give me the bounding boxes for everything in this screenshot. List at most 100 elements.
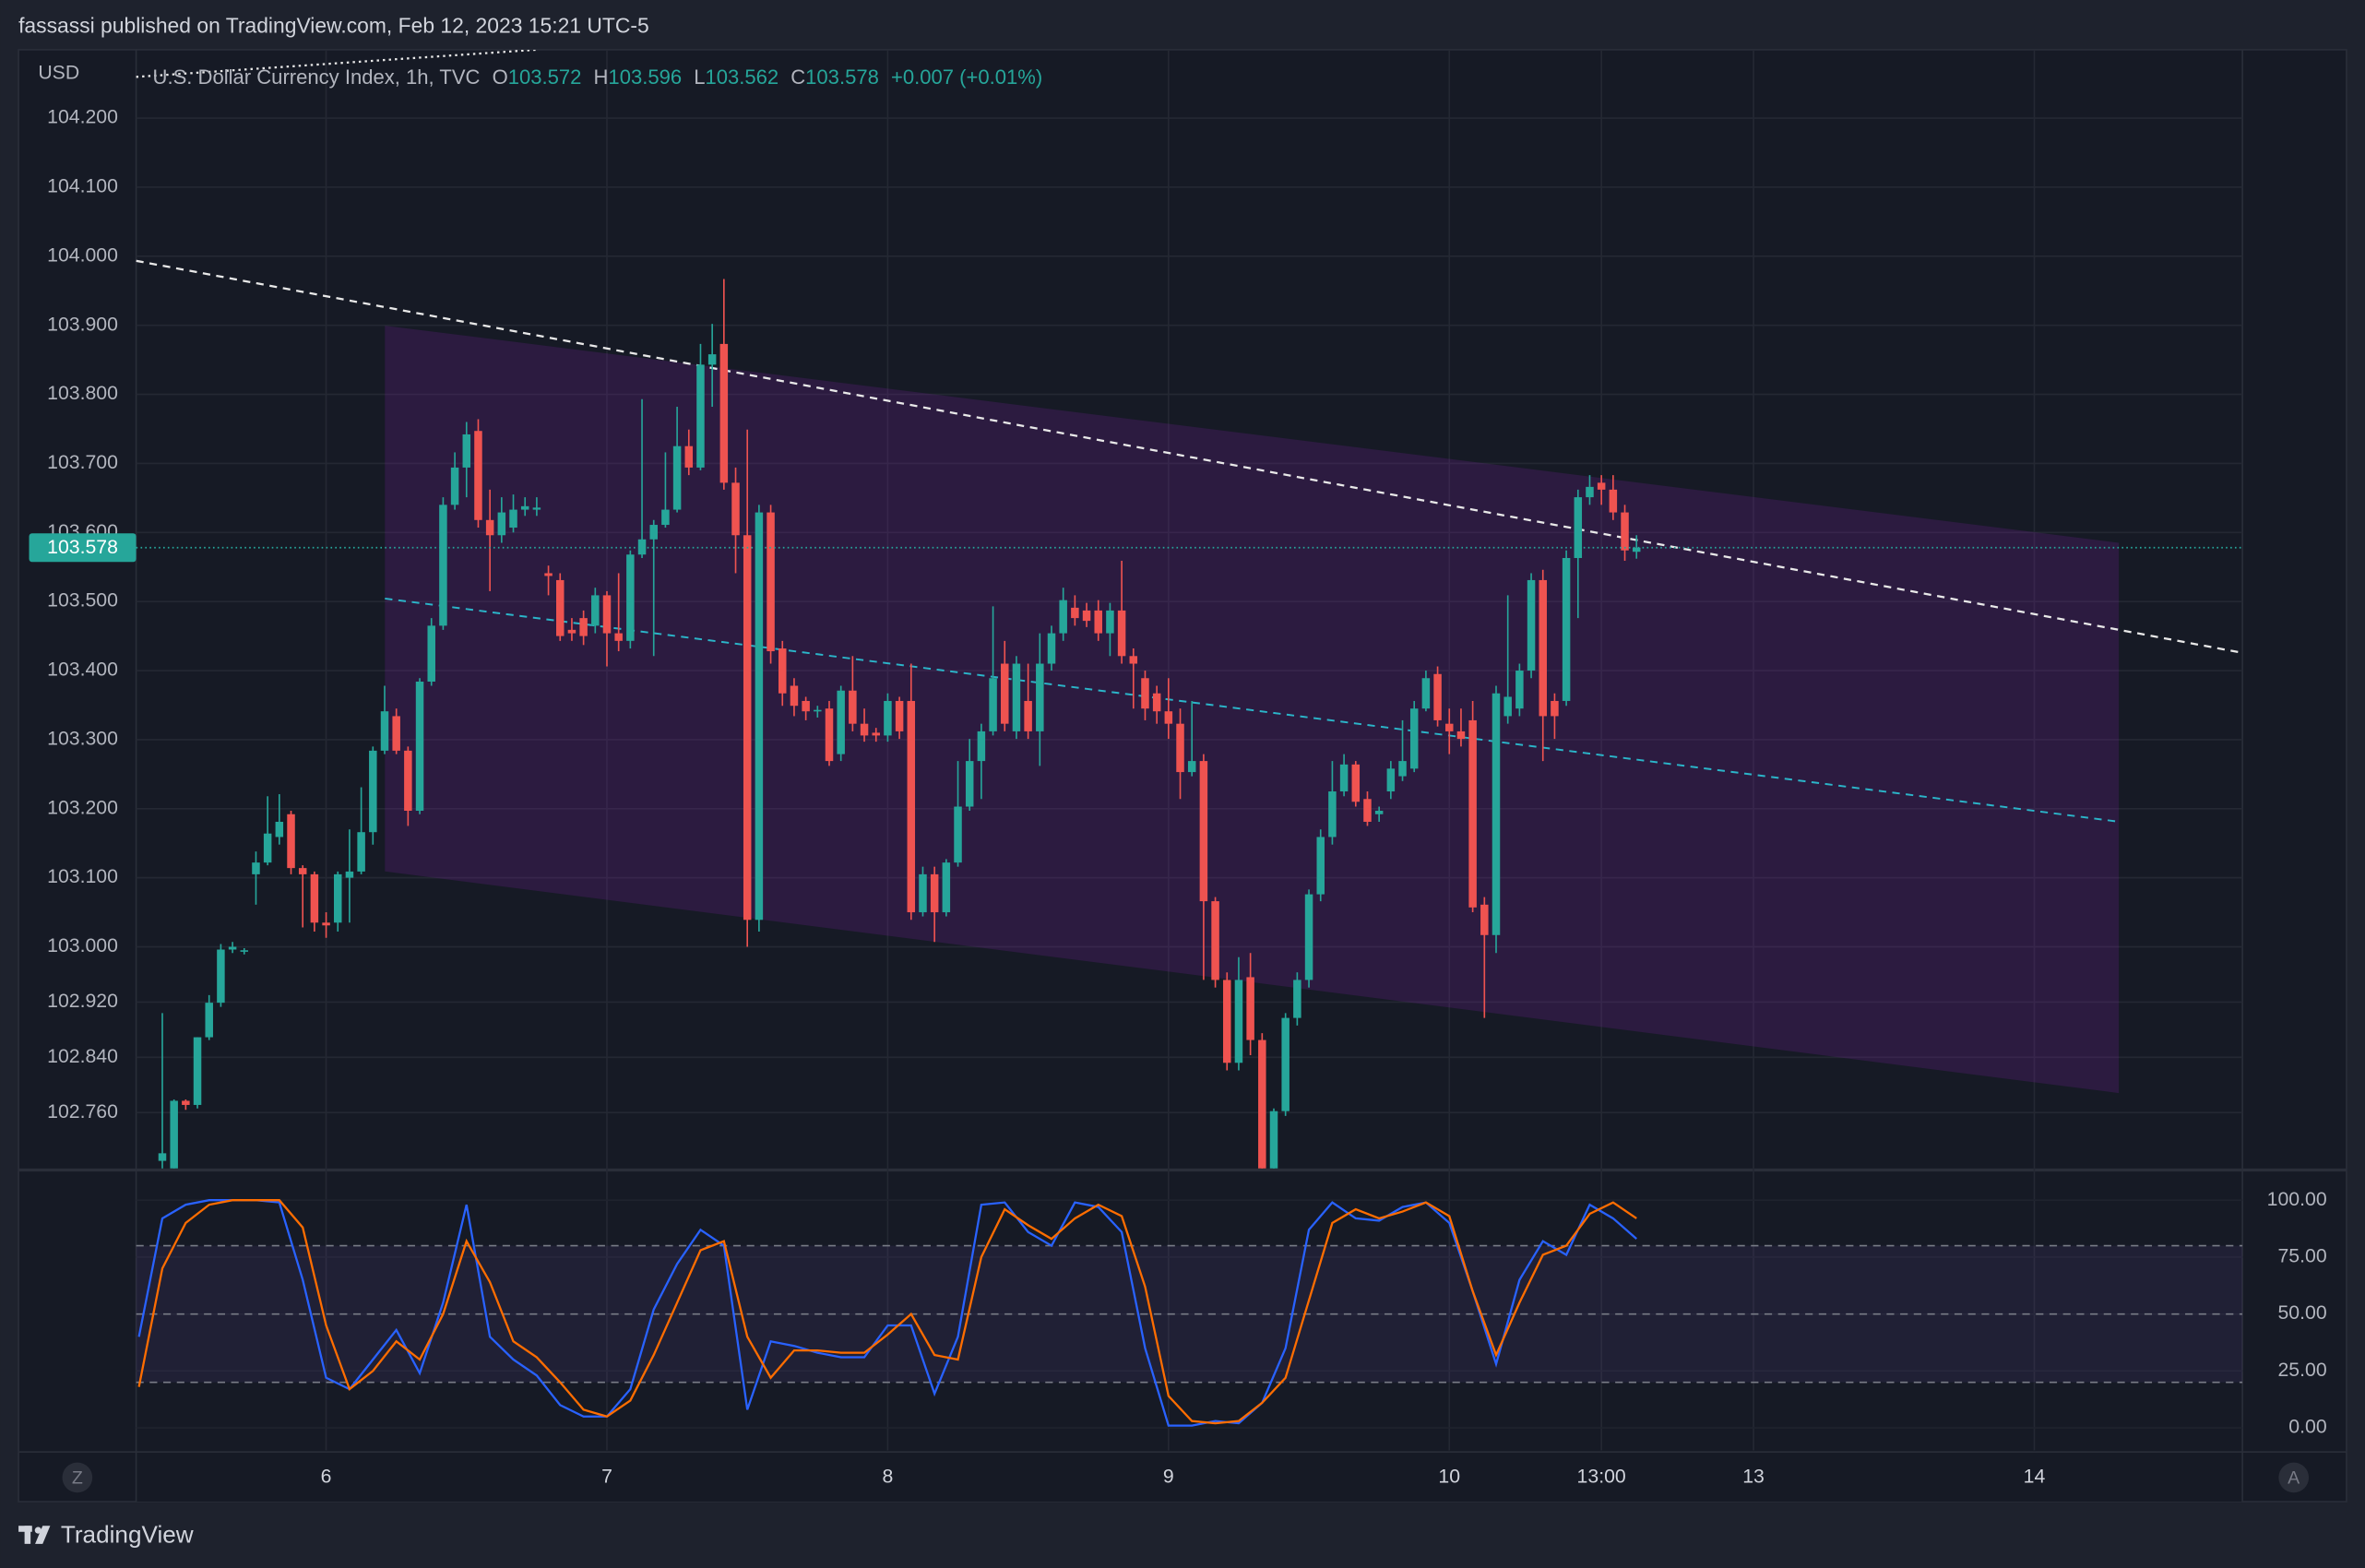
auto-button-label[interactable]: A [2288, 1468, 2300, 1489]
candle-body [1363, 799, 1372, 822]
candle-body [1269, 1111, 1278, 1169]
candle-body [684, 445, 694, 468]
candle-body [637, 539, 647, 555]
candle-body [380, 711, 389, 751]
ohlc-value: 103.572 [508, 65, 582, 89]
trend-line [136, 259, 2243, 654]
candle-body [544, 573, 553, 576]
candle-body [1491, 693, 1501, 935]
y2-tick-label: 25.00 [2277, 1359, 2326, 1381]
candle-body [1351, 764, 1361, 802]
candle-body [977, 731, 986, 762]
candle-body [1409, 708, 1419, 769]
candle-body [696, 364, 705, 468]
y-tick-label: 102.840 [47, 1045, 118, 1067]
candle-body [837, 690, 845, 754]
dotted-line [136, 49, 536, 78]
candle-body [556, 579, 565, 636]
candle-body [322, 922, 330, 926]
ohlc-key: H [594, 65, 609, 89]
candle-body [767, 512, 775, 652]
time-axis [136, 1452, 2243, 1503]
candle-body [1621, 512, 1629, 551]
drawings [136, 49, 2243, 1094]
candle-body [661, 509, 670, 526]
candle-body [1164, 711, 1173, 724]
candle-body [942, 862, 951, 913]
candle-body [170, 1100, 178, 1169]
candle-body [1386, 768, 1396, 792]
y-tick-label: 102.920 [47, 990, 118, 1012]
symbol-legend: U.S. Dollar Currency Index, 1h, TVC O103.… [153, 65, 1043, 89]
candle-body [1082, 610, 1091, 622]
candle-body [755, 512, 764, 921]
candle-body [872, 732, 880, 736]
candle-body [415, 681, 424, 812]
candle-body [217, 949, 225, 1004]
candles [158, 279, 1641, 1169]
candle-body [1152, 693, 1161, 712]
candle-body [310, 873, 319, 923]
y-tick-label: 103.400 [47, 659, 118, 681]
y2-tick-label: 0.00 [2288, 1416, 2326, 1438]
candle-body [1047, 633, 1056, 664]
candle-body [849, 690, 857, 724]
candle-body [1562, 557, 1571, 701]
candle-body [439, 505, 447, 626]
ohlc-key: L [694, 65, 705, 89]
candle-body [532, 507, 541, 510]
logo-part [35, 1526, 51, 1544]
candle-body [263, 833, 272, 863]
y-tick-label: 103.000 [47, 934, 118, 956]
candle-body [919, 873, 927, 913]
candle-body [1094, 610, 1102, 634]
last-price: 103.578 [29, 533, 2243, 563]
candle-body [1281, 1017, 1289, 1111]
brand-logo [18, 1526, 51, 1544]
candle-body [1539, 579, 1547, 717]
candle-body [1036, 663, 1044, 731]
candle-body [814, 709, 822, 712]
candle-body [497, 512, 506, 536]
x-tick-label: 10 [1438, 1466, 1460, 1488]
candle-body [649, 525, 658, 540]
candle-body [1632, 547, 1641, 552]
candle-body [1258, 1039, 1266, 1169]
candle-body [158, 1153, 167, 1161]
candle-body [1223, 980, 1231, 1063]
zoom-button-label[interactable]: Z [72, 1468, 83, 1489]
candle-body [860, 723, 869, 736]
candle-body [1515, 671, 1524, 709]
candle-body [462, 434, 471, 468]
candle-body [1293, 980, 1301, 1018]
candle-body [743, 535, 752, 921]
candle-body [275, 821, 284, 837]
candle-body [1001, 663, 1009, 724]
publish-header: fassassi published on TradingView.com, F… [18, 13, 649, 37]
candle-body [1398, 761, 1407, 777]
zoom-button[interactable] [62, 1462, 93, 1493]
candle-body [1246, 977, 1254, 1040]
candle-body [884, 700, 892, 736]
candle-body [930, 873, 939, 913]
logo-part [24, 1526, 31, 1544]
candle-body [989, 678, 997, 731]
candle-body [298, 868, 307, 874]
y2-tick-label: 100.00 [2267, 1188, 2327, 1210]
candle-body [404, 750, 412, 812]
y-tick-label: 103.500 [47, 589, 118, 612]
candle-body [790, 685, 799, 707]
auto-button[interactable] [2278, 1462, 2310, 1493]
candle-body [1339, 764, 1349, 792]
y-tick-label: 102.760 [47, 1100, 118, 1123]
candle-body [1234, 980, 1243, 1063]
candle-body [1328, 791, 1337, 837]
x-tick-label: 13:00 [1577, 1466, 1626, 1488]
candle-body [954, 806, 962, 863]
candle-body [1586, 486, 1594, 498]
candle-body [509, 509, 517, 529]
ohlc-key: C [790, 65, 805, 89]
candle-body [802, 700, 810, 712]
ohlc-value: 103.578 [805, 65, 879, 89]
candle-body [719, 343, 729, 483]
